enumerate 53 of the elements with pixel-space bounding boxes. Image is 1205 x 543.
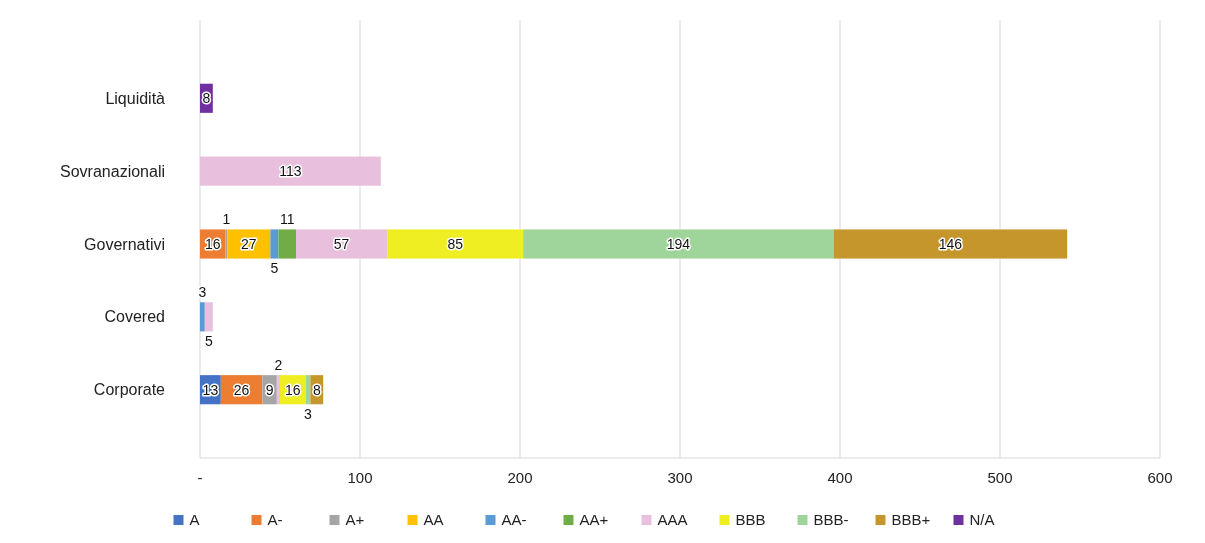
legend-label: BBB+	[891, 511, 931, 529]
x-tick-label: 600	[1147, 469, 1173, 486]
bar	[270, 229, 279, 259]
data-label: 194	[666, 235, 691, 252]
data-label: 8	[312, 381, 321, 398]
bar	[296, 229, 388, 259]
bar	[833, 229, 1068, 259]
data-label: 57	[333, 235, 350, 252]
x-tick-label: 400	[827, 469, 853, 486]
data-label: 16	[205, 235, 221, 252]
legend-label: A-	[267, 511, 283, 529]
legend-label: A+	[345, 511, 365, 529]
x-tick-label: 100	[347, 469, 373, 486]
y-tick-label: Governativi	[84, 235, 165, 253]
data-label: 26	[233, 381, 250, 398]
data-label: 1	[222, 211, 231, 228]
data-label: 146	[938, 235, 963, 252]
data-label: 27	[241, 235, 257, 252]
data-label: 9	[265, 381, 274, 398]
legend-label: BBB	[735, 511, 766, 529]
data-label: 85	[447, 235, 464, 252]
x-tick-label: 500	[987, 469, 1013, 486]
legend-label: A	[189, 511, 200, 529]
bar	[523, 229, 834, 259]
data-label: 11	[279, 211, 295, 228]
y-tick-label: Liquidità	[105, 89, 166, 107]
data-label: 113	[279, 163, 302, 180]
bar	[200, 302, 205, 332]
x-tick-label: 200	[507, 469, 533, 486]
data-label: 16	[285, 381, 301, 398]
bar	[204, 302, 213, 332]
bar	[200, 156, 381, 186]
data-label: 5	[270, 260, 279, 277]
y-tick-label: Sovranazionali	[60, 162, 165, 180]
bar	[276, 375, 280, 405]
data-label: 3	[198, 284, 207, 301]
x-tick-label: 300	[667, 469, 693, 486]
legend-label: BBB-	[813, 511, 849, 529]
legend-label: N/A	[969, 511, 995, 529]
legend-label: AA+	[579, 511, 609, 529]
data-label: 8	[202, 90, 211, 107]
y-tick-label: Corporate	[93, 381, 166, 399]
data-label: 3	[304, 406, 313, 423]
legend-label: AA	[423, 511, 444, 529]
bar	[387, 229, 524, 259]
y-tick-label: Covered	[104, 308, 165, 326]
legend-label: AA-	[501, 511, 527, 529]
bar	[278, 229, 296, 259]
data-label: 2	[274, 357, 283, 374]
data-label: 13	[202, 381, 219, 398]
legend-label: AAA	[657, 511, 688, 529]
x-tick-label: -	[197, 469, 203, 486]
data-label: 5	[204, 333, 213, 350]
